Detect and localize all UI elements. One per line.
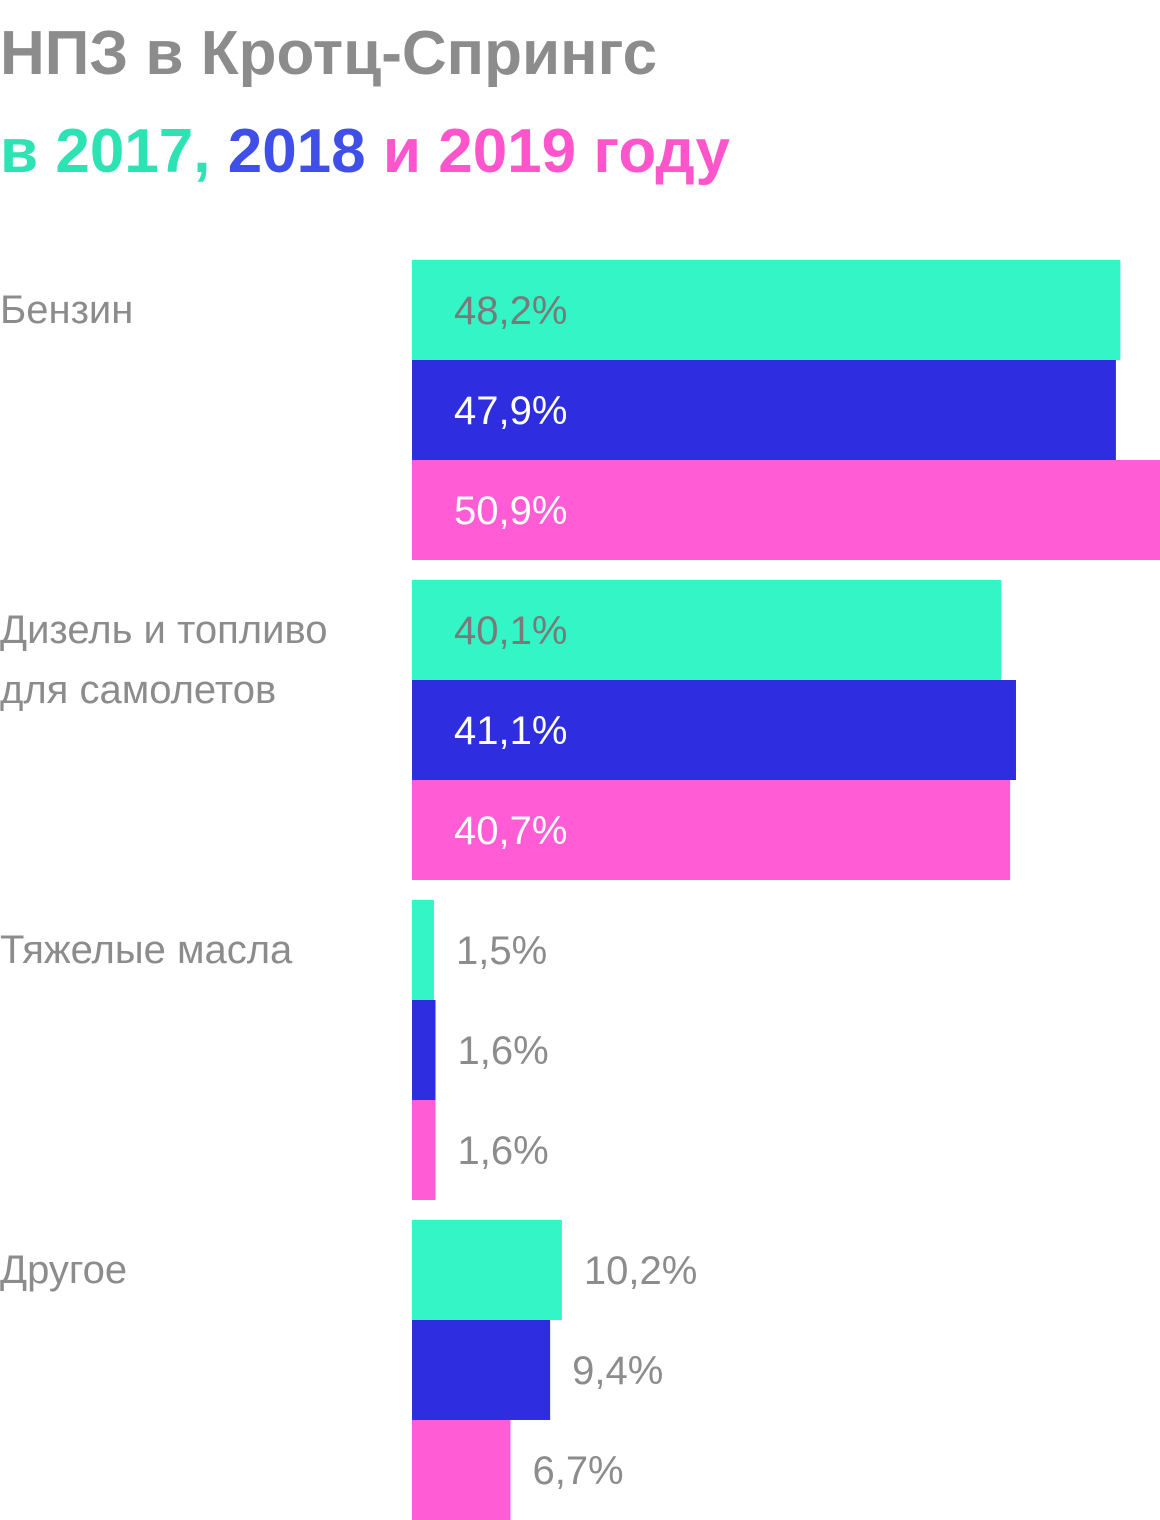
- bar-2019-cat-0: [412, 460, 1160, 560]
- bar-2017-cat-2: [412, 900, 435, 1000]
- bar-2019-cat-2: [412, 1100, 436, 1200]
- bar-value-label-2019-cat-0: 50,9%: [454, 489, 567, 533]
- bar-value-label-2018-cat-1: 41,1%: [454, 709, 567, 753]
- category-label-gasoline: Бензин: [0, 288, 134, 332]
- bar-2018-cat-3: [412, 1320, 551, 1420]
- category-label-other: Другое: [0, 1248, 128, 1292]
- bar-value-label-2018-cat-3: 9,4%: [572, 1349, 663, 1393]
- bar-value-label-2017-cat-1: 40,1%: [454, 609, 567, 653]
- chart-title: НПЗ в Кротц-Спрингс: [0, 19, 658, 88]
- bar-value-label-2017-cat-3: 10,2%: [584, 1249, 697, 1293]
- bar-2018-cat-0: [412, 360, 1116, 460]
- bar-2017-cat-3: [412, 1220, 562, 1320]
- bar-value-label-2018-cat-2: 1,6%: [458, 1029, 549, 1073]
- bar-value-label-2019-cat-2: 1,6%: [458, 1129, 549, 1173]
- bar-2019-cat-1: [412, 780, 1011, 880]
- subtitle-part-2017: в 2017,: [0, 117, 228, 186]
- bar-value-label-2017-cat-2: 1,5%: [456, 929, 547, 973]
- bar-2019-cat-3: [412, 1420, 511, 1520]
- bar-2017-cat-0: [412, 260, 1121, 360]
- bar-value-label-2017-cat-0: 48,2%: [454, 289, 567, 333]
- bar-value-label-2019-cat-1: 40,7%: [454, 809, 567, 853]
- category-label-diesel-jet: Дизель и топливо для самолетов: [0, 608, 328, 712]
- chart-subtitle: в 2017, 2018 и 2019 году: [0, 112, 730, 192]
- bar-2017-cat-1: [412, 580, 1002, 680]
- bar-value-label-2019-cat-3: 6,7%: [532, 1449, 623, 1493]
- bar-2018-cat-1: [412, 680, 1016, 780]
- subtitle-part-2019: и 2019 году: [365, 117, 731, 186]
- subtitle-part-2018: 2018: [227, 117, 366, 186]
- bar-2018-cat-2: [412, 1000, 436, 1100]
- bar-value-label-2018-cat-0: 47,9%: [454, 389, 567, 433]
- category-label-heavy-oils: Тяжелые масла: [0, 928, 293, 972]
